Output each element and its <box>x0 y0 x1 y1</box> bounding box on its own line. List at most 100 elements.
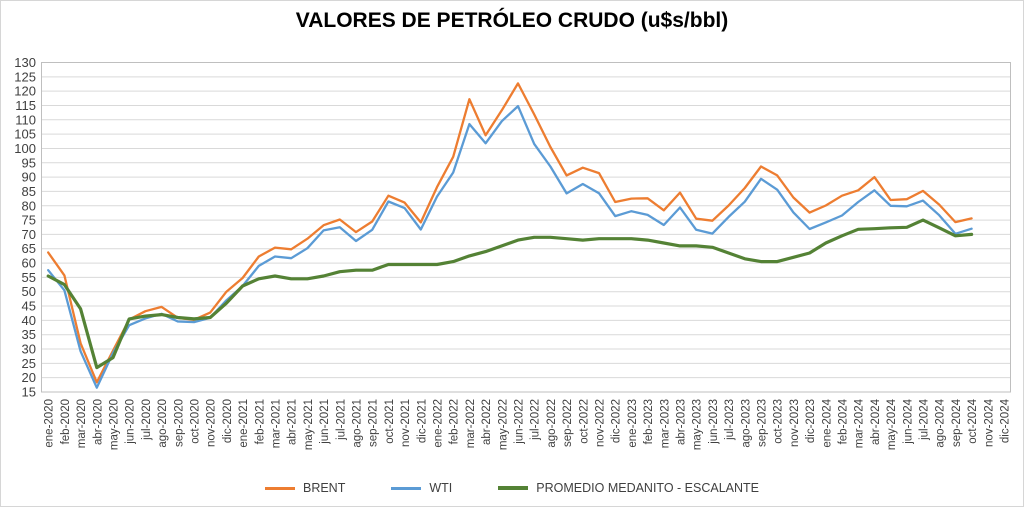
x-axis-tick-label: mar-2024 <box>854 398 866 448</box>
x-axis-tick-label: mar-2023 <box>659 399 671 448</box>
x-axis-tick-label: may-2020 <box>109 399 121 450</box>
y-axis-tick-label: 130 <box>14 55 36 70</box>
y-axis-tick-label: 30 <box>22 342 36 357</box>
y-axis-tick-label: 40 <box>22 313 36 328</box>
x-axis-tick-label: oct-2021 <box>384 399 396 444</box>
legend-line-sample-brent <box>264 486 295 490</box>
legend: BRENT WTI PROMEDIO MEDANITO - ESCALANTE <box>1 477 1023 499</box>
x-axis-tick-label: nov-2021 <box>400 399 412 447</box>
x-axis-tick-label: may-2023 <box>692 399 704 450</box>
x-axis-tick-label: may-2022 <box>497 399 509 450</box>
x-axis-tick-label: abr-2020 <box>92 399 104 445</box>
x-axis-tick-label: ene-2021 <box>238 399 250 448</box>
x-axis-tick-label: ago-2020 <box>157 399 169 448</box>
y-axis-tick-label: 100 <box>14 141 36 156</box>
series-line-promedio-medanito-escalante <box>46 218 974 370</box>
x-axis-tick-label: jun-2023 <box>708 399 720 445</box>
x-axis-tick-label: sep-2024 <box>951 398 963 447</box>
x-axis-tick-label: abr-2024 <box>870 398 882 445</box>
x-axis-tick-label: jun-2024 <box>902 398 914 444</box>
x-axis-tick-label: mar-2020 <box>76 399 88 448</box>
y-axis-tick-label: 65 <box>22 241 36 256</box>
y-axis-tick-label: 45 <box>22 299 36 314</box>
x-axis-tick-label: oct-2024 <box>967 398 979 443</box>
x-axis-tick-label: sep-2021 <box>368 399 380 447</box>
x-axis-tick-label: mar-2022 <box>465 399 477 448</box>
y-axis-tick-label: 115 <box>15 98 36 113</box>
legend-item-wti: WTI <box>391 481 452 495</box>
x-axis-tick-label: nov-2023 <box>789 399 801 447</box>
y-axis-tick-label: 95 <box>22 155 36 170</box>
series-line-brent <box>47 82 973 384</box>
y-axis-tick-label: 15 <box>22 385 36 400</box>
x-axis-tick-label: jul-2021 <box>335 399 347 441</box>
legend-label-medanito-escalante: PROMEDIO MEDANITO - ESCALANTE <box>536 481 759 495</box>
y-axis-tick-label: 110 <box>15 112 36 127</box>
x-axis-tick-label: feb-2022 <box>449 399 461 444</box>
y-axis-tick-label: 90 <box>22 170 36 185</box>
x-axis-tick-label: nov-2022 <box>595 399 607 447</box>
legend-label-brent: BRENT <box>302 481 346 495</box>
x-axis-tick-label: jul-2024 <box>919 398 931 441</box>
x-axis-tick-label: jul-2020 <box>141 399 153 441</box>
legend-line-sample-medanito-escalante <box>498 486 529 490</box>
x-axis-tick-label: sep-2023 <box>757 399 769 447</box>
x-axis-tick-label: jun-2022 <box>514 399 526 445</box>
x-axis-tick-label: abr-2022 <box>481 399 493 445</box>
x-axis-tick-label: sep-2020 <box>173 399 185 447</box>
y-axis-tick-label: 55 <box>22 270 36 285</box>
x-axis-tick-label: oct-2022 <box>578 399 590 444</box>
x-axis-tick-label: feb-2020 <box>60 399 72 444</box>
legend-item-medanito-escalante: PROMEDIO MEDANITO - ESCALANTE <box>498 481 759 495</box>
x-axis-tick-label: dic-2024 <box>1000 398 1012 443</box>
x-axis-tick-label: oct-2020 <box>190 399 202 444</box>
y-axis-tick-label: 70 <box>22 227 36 242</box>
x-axis-tick-label: dic-2022 <box>611 399 623 443</box>
x-axis-tick-label: jun-2020 <box>125 399 137 445</box>
y-axis-tick-label: 75 <box>22 213 36 228</box>
x-axis-tick-label: ago-2021 <box>352 399 364 448</box>
x-axis-tick-label: dic-2021 <box>416 399 428 443</box>
x-axis-tick-label: ago-2024 <box>935 398 947 447</box>
chart-title: VALORES DE PETRÓLEO CRUDO (u$s/bbl) <box>295 9 729 32</box>
x-axis-tick-label: abr-2021 <box>287 399 299 445</box>
y-axis-tick-label: 80 <box>22 198 36 213</box>
x-axis-tick-label: sep-2022 <box>562 399 574 447</box>
x-axis-tick-label: jun-2021 <box>319 399 331 445</box>
y-axis-tick-label: 35 <box>22 327 36 342</box>
y-axis-tick-label: 125 <box>14 69 36 84</box>
x-axis-tick-label: dic-2020 <box>222 399 234 443</box>
y-axis-tick-label: 60 <box>22 256 36 271</box>
x-axis-tick-label: jul-2022 <box>530 399 542 441</box>
x-axis-tick-label: ene-2024 <box>821 398 833 447</box>
legend-line-sample-wti <box>391 486 422 490</box>
x-axis-tick-label: nov-2020 <box>206 399 218 447</box>
y-axis-tick-label: 85 <box>22 184 36 199</box>
legend-item-brent: BRENT <box>264 481 346 495</box>
x-axis-tick-label: ago-2023 <box>740 399 752 448</box>
x-axis-tick-label: may-2021 <box>303 399 315 450</box>
x-axis-tick-label: may-2024 <box>886 398 898 450</box>
x-axis-tick-label: feb-2023 <box>643 399 655 444</box>
x-axis-tick-label: abr-2023 <box>676 399 688 445</box>
x-axis-tick-label: dic-2023 <box>805 399 817 443</box>
y-axis-tick-label: 50 <box>22 284 36 299</box>
x-axis-tick-label: oct-2023 <box>773 399 785 444</box>
x-axis-tick-label: ene-2023 <box>627 399 639 448</box>
x-axis-tick-label: ago-2022 <box>546 399 558 448</box>
y-axis-tick-label: 105 <box>14 127 36 142</box>
x-axis-tick-label: ene-2022 <box>433 399 445 448</box>
x-axis-tick-label: mar-2021 <box>271 399 283 448</box>
x-axis-tick-label: ene-2020 <box>44 399 56 448</box>
x-axis-tick-label: feb-2024 <box>838 398 850 444</box>
y-axis-tick-label: 25 <box>22 356 36 371</box>
x-axis-tick-label: feb-2021 <box>254 399 266 444</box>
y-axis-tick-label: 20 <box>22 370 36 385</box>
plot-border <box>41 62 1011 393</box>
legend-label-wti: WTI <box>429 481 453 495</box>
x-axis-tick-label: nov-2024 <box>983 398 995 447</box>
series-line-wti <box>47 104 973 389</box>
x-axis-tick-label: jul-2023 <box>724 399 736 441</box>
